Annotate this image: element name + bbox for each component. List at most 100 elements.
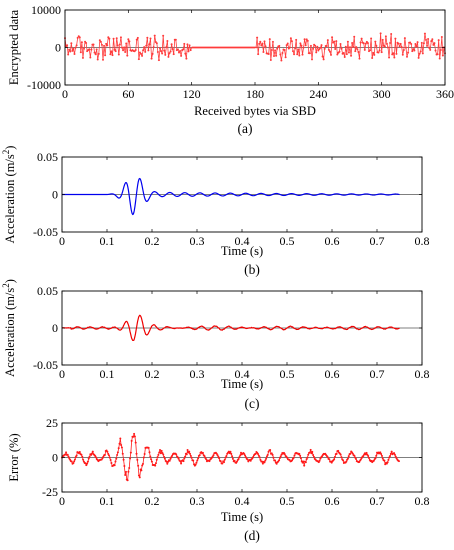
data-point [286, 456, 289, 459]
data-point [136, 36, 139, 39]
data-point [299, 42, 302, 45]
data-point [413, 49, 416, 52]
data-point [292, 50, 294, 53]
data-point [371, 57, 374, 60]
x-tick-label: 120 [183, 87, 201, 101]
data-point [393, 56, 396, 59]
data-point [88, 48, 91, 51]
data-point [148, 451, 151, 454]
data-point [124, 50, 127, 53]
data-point [438, 57, 441, 60]
data-point [387, 458, 390, 461]
data-point [217, 455, 220, 458]
data-point [67, 53, 70, 56]
data-point [386, 461, 389, 464]
data-point [393, 452, 396, 455]
data-point [168, 52, 171, 55]
data-point [166, 39, 169, 42]
data-point [225, 455, 228, 458]
data-point [394, 455, 397, 458]
data-point [121, 46, 123, 49]
data-point [309, 44, 312, 47]
data-point [146, 36, 149, 39]
data-point [419, 50, 422, 53]
data-point [73, 53, 76, 55]
x-tick-label: 0.5 [280, 234, 295, 248]
data-point [353, 35, 356, 38]
data-point [200, 451, 203, 454]
data-point [389, 452, 392, 455]
data-point [290, 40, 293, 43]
data-point [75, 44, 78, 47]
data-point [138, 476, 141, 479]
data-point [110, 50, 113, 53]
data-point [81, 56, 84, 59]
data-point [111, 54, 114, 57]
data-point [165, 46, 168, 49]
data-point [233, 459, 236, 462]
data-point [134, 48, 137, 51]
data-point [75, 454, 78, 457]
data-point [149, 455, 152, 458]
data-point [124, 474, 127, 477]
data-point [74, 46, 77, 49]
x-tick-label: 0.2 [145, 494, 160, 508]
data-point [379, 451, 382, 454]
data-point [363, 48, 366, 51]
data-point [106, 44, 109, 47]
data-point [390, 33, 393, 36]
data-point [407, 51, 410, 54]
data-point [140, 52, 142, 55]
data-point [273, 54, 275, 57]
data-point [108, 37, 111, 40]
x-tick-label: 0.5 [280, 367, 295, 381]
data-point [164, 53, 167, 56]
data-point [398, 45, 401, 48]
data-point [97, 52, 100, 55]
data-point [414, 42, 417, 45]
data-point [294, 47, 297, 50]
data-point [298, 54, 301, 57]
data-point [240, 451, 243, 454]
data-point [364, 42, 367, 45]
data-point [119, 437, 122, 440]
data-point [161, 52, 164, 55]
data-point [142, 462, 144, 465]
data-point [95, 456, 98, 459]
data-point [249, 459, 252, 462]
data-point [162, 34, 165, 37]
data-point [395, 52, 398, 55]
data-point [227, 450, 230, 453]
data-point [305, 38, 308, 41]
data-point [291, 459, 294, 462]
y-axis-label-main: Encrypted data [7, 9, 21, 85]
data-point [107, 452, 110, 455]
data-point [141, 54, 144, 57]
data-point [274, 49, 277, 52]
data-point [180, 54, 183, 57]
data-point [437, 39, 440, 42]
y-tick-label: 0 [52, 188, 58, 202]
data-point [109, 53, 112, 56]
data-point [312, 454, 315, 457]
data-point [95, 48, 98, 51]
data-point [339, 43, 342, 46]
data-point [296, 53, 299, 56]
data-point [96, 58, 99, 61]
data-point [115, 37, 118, 40]
y-tick-label: -25 [42, 485, 58, 499]
data-point [177, 457, 180, 460]
data-point [270, 49, 273, 51]
data-point [326, 456, 329, 459]
data-point [183, 457, 186, 460]
data-point [229, 450, 232, 453]
data-point [299, 454, 302, 457]
data-point [358, 57, 361, 60]
panel-caption: (c) [245, 396, 260, 411]
x-tick-label: 0.5 [280, 494, 295, 508]
data-point [103, 44, 106, 47]
data-point [281, 52, 284, 55]
data-point [420, 41, 423, 44]
data-point [377, 51, 380, 54]
data-point [375, 44, 378, 47]
